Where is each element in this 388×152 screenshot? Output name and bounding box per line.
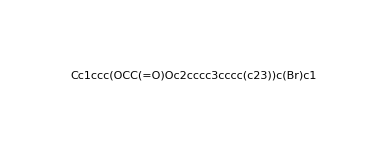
Text: Cc1ccc(OCC(=O)Oc2cccc3cccc(c23))c(Br)c1: Cc1ccc(OCC(=O)Oc2cccc3cccc(c23))c(Br)c1 <box>71 71 317 81</box>
